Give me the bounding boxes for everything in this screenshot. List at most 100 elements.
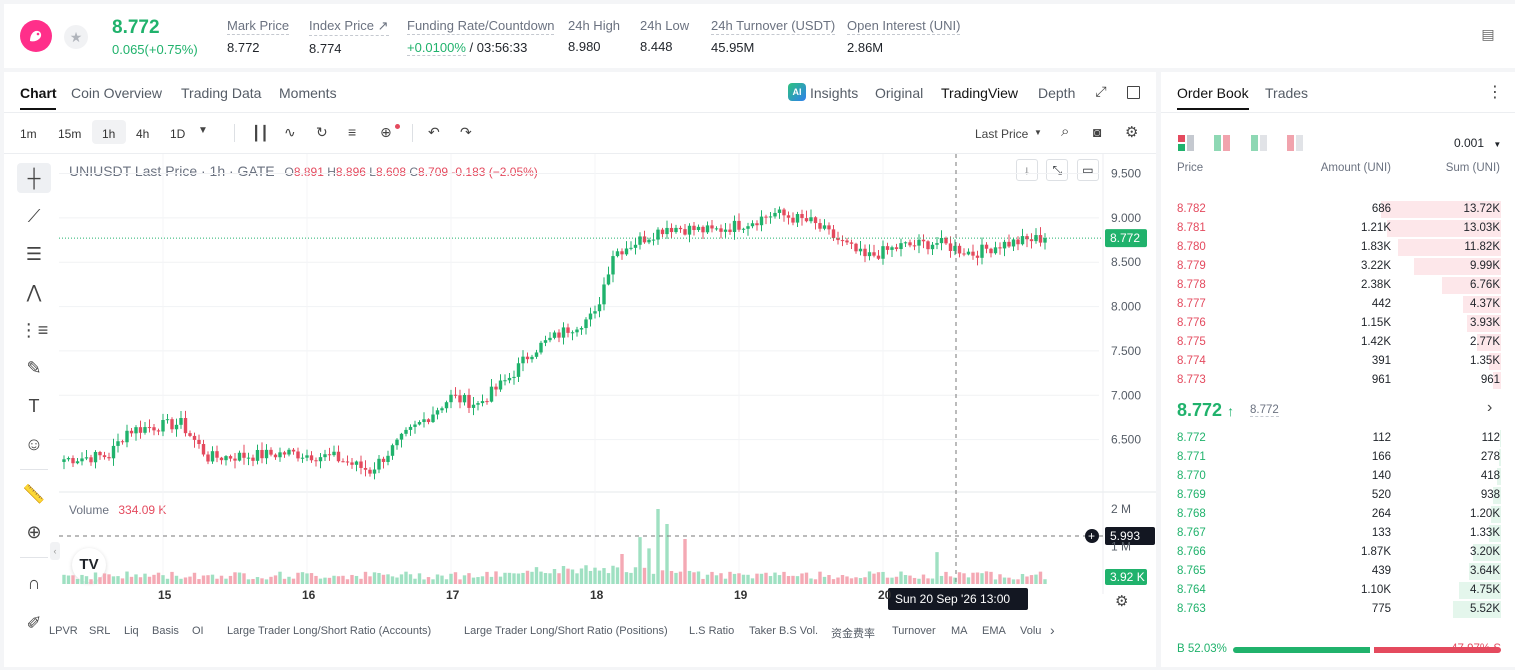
crosshair-icon[interactable]: ┼: [17, 163, 51, 193]
indicator-ls-ratio[interactable]: L.S Ratio: [689, 625, 735, 637]
volume-bar: [111, 576, 116, 584]
layout-bids-icon[interactable]: [1251, 135, 1267, 151]
view-insights[interactable]: Insights: [810, 85, 859, 101]
indicator-oi[interactable]: OI: [192, 625, 204, 637]
ob-last-price[interactable]: 8.772 ↑: [1177, 400, 1234, 421]
add-alert-icon[interactable]: ⊕: [380, 124, 392, 140]
undo-icon[interactable]: ↶: [428, 124, 440, 140]
ask-row[interactable]: 8.774 391 1.35K: [1161, 352, 1515, 371]
pencil-lock-icon[interactable]: ✐: [26, 612, 42, 633]
tab-chart[interactable]: Chart: [20, 85, 57, 101]
brush-icon[interactable]: ✎: [26, 357, 42, 378]
book-icon[interactable]: ▤: [1481, 26, 1495, 42]
magnet-icon[interactable]: ∩: [27, 572, 41, 593]
replay-icon[interactable]: ↻: [316, 124, 328, 140]
text-icon[interactable]: T: [28, 395, 40, 416]
bid-row[interactable]: 8.767 133 1.33K: [1161, 524, 1515, 543]
zoom-in-icon[interactable]: ⊕: [26, 521, 42, 542]
bid-row[interactable]: 8.769 520 938: [1161, 486, 1515, 505]
candle-body: [638, 236, 642, 245]
indicator-ma[interactable]: MA: [951, 625, 968, 637]
interval-15m[interactable]: 15m: [58, 127, 82, 141]
indicator-turnover[interactable]: Turnover: [892, 625, 936, 637]
collapse-icon[interactable]: ⤡: [1046, 159, 1069, 181]
chevron-right-icon[interactable]: ›: [1050, 622, 1055, 638]
more-icon[interactable]: ⋮: [1487, 84, 1503, 101]
indicator-liq[interactable]: Liq: [124, 625, 139, 637]
indicator-taker-vol[interactable]: Taker B.S Vol.: [749, 625, 819, 637]
tab-order-book[interactable]: Order Book: [1177, 85, 1249, 101]
bid-row[interactable]: 8.763 775 5.52K: [1161, 600, 1515, 619]
bid-row[interactable]: 8.770 140 418: [1161, 467, 1515, 486]
candlestick-chart[interactable]: 8.772 5.993 + Sun 20 Sep '26 13:00 3.92 K ⚙ 9…: [59, 154, 1156, 634]
ruler-icon[interactable]: 📏: [22, 483, 46, 504]
templates-icon[interactable]: ≡: [348, 124, 357, 140]
indicator-lt-accounts[interactable]: Large Trader Long/Short Ratio (Accounts): [227, 625, 432, 637]
tab-trades[interactable]: Trades: [1265, 85, 1309, 101]
chevron-right-icon[interactable]: ›: [1487, 399, 1493, 416]
search-icon[interactable]: ⌕: [1061, 123, 1070, 140]
bid-row[interactable]: 8.766 1.87K 3.20K: [1161, 543, 1515, 562]
interval-1d[interactable]: 1D: [170, 127, 186, 141]
scroll-down-icon[interactable]: ↓: [1016, 159, 1038, 181]
layout-split-icon[interactable]: [1214, 135, 1230, 151]
bid-row[interactable]: 8.768 264 1.20K: [1161, 505, 1515, 524]
view-tradingview[interactable]: TradingView: [941, 85, 1019, 101]
ask-row[interactable]: 8.775 1.42K 2.77K: [1161, 333, 1515, 352]
precision-select[interactable]: 0.001 ▼: [1454, 136, 1501, 150]
indicator-lt-positions[interactable]: Large Trader Long/Short Ratio (Positions…: [464, 625, 668, 637]
favorite-star-icon[interactable]: ★: [64, 25, 88, 49]
interval-1h[interactable]: 1h: [102, 127, 116, 141]
ask-row[interactable]: 8.782 686 13.72K: [1161, 200, 1515, 219]
interval-1m[interactable]: 1m: [20, 127, 37, 141]
tab-coin-overview[interactable]: Coin Overview: [71, 85, 163, 101]
tabs-divider: [1161, 112, 1515, 113]
indicator-volume[interactable]: Volu: [1020, 625, 1042, 637]
tab-trading-data[interactable]: Trading Data: [181, 85, 262, 101]
indicator-srl[interactable]: SRL: [89, 625, 111, 637]
fib-icon[interactable]: ⋮≡: [19, 319, 49, 340]
indicator-lpvr[interactable]: LPVR: [49, 625, 78, 637]
layout-both-icon[interactable]: [1178, 135, 1194, 151]
ask-row[interactable]: 8.780 1.83K 11.82K: [1161, 238, 1515, 257]
ask-row[interactable]: 8.778 2.38K 6.76K: [1161, 276, 1515, 295]
ask-row[interactable]: 8.781 1.21K 13.03K: [1161, 219, 1515, 238]
horizontal-lines-icon[interactable]: ☰: [25, 243, 43, 264]
price-source-select[interactable]: Last Price: [975, 127, 1029, 141]
gear-icon[interactable]: ⚙: [1125, 124, 1139, 141]
collapse-toolbar-icon[interactable]: ‹: [50, 542, 60, 560]
indicator-basis[interactable]: Basis: [152, 625, 179, 637]
chevron-down-icon[interactable]: ▼: [198, 125, 208, 136]
view-depth[interactable]: Depth: [1038, 85, 1076, 101]
bid-row[interactable]: 8.764 1.10K 4.75K: [1161, 581, 1515, 600]
trend-line-icon[interactable]: ⟋: [27, 205, 41, 226]
view-original[interactable]: Original: [875, 85, 924, 101]
stat-index-price[interactable]: Index Price ↗ 8.774: [309, 18, 389, 56]
candle-body: [327, 454, 332, 456]
candlestick-type-icon[interactable]: ┃┃: [252, 125, 269, 141]
redo-icon[interactable]: ↷: [460, 124, 472, 140]
interval-4h[interactable]: 4h: [136, 127, 150, 141]
candle-body: [458, 395, 462, 403]
interval-1h-active[interactable]: [92, 120, 126, 144]
layout-asks-icon[interactable]: [1287, 135, 1303, 151]
indicator-ema[interactable]: EMA: [982, 625, 1006, 637]
bid-row[interactable]: 8.771 166 278: [1161, 448, 1515, 467]
camera-icon[interactable]: ◙: [1093, 124, 1102, 140]
pattern-icon[interactable]: ⋀: [26, 281, 42, 302]
tab-moments[interactable]: Moments: [279, 85, 337, 101]
fullscreen-icon[interactable]: [1127, 86, 1140, 99]
indicator-funding-rate[interactable]: 资金费率: [831, 628, 875, 640]
chevron-down-icon[interactable]: ▼: [1034, 128, 1042, 137]
indicators-icon[interactable]: ∿: [284, 124, 296, 140]
ask-row[interactable]: 8.773 961 961: [1161, 371, 1515, 390]
expand-icon[interactable]: ⤢: [1095, 83, 1107, 99]
bid-depth-bar: [1469, 563, 1501, 580]
ask-row[interactable]: 8.776 1.15K 3.93K: [1161, 314, 1515, 333]
ask-row[interactable]: 8.777 442 4.37K: [1161, 295, 1515, 314]
bid-row[interactable]: 8.772 112 112: [1161, 429, 1515, 448]
ask-row[interactable]: 8.779 3.22K 9.99K: [1161, 257, 1515, 276]
toggle-panel-icon[interactable]: ▭: [1076, 159, 1099, 181]
emoji-icon[interactable]: ☺: [24, 433, 44, 454]
bid-row[interactable]: 8.765 439 3.64K: [1161, 562, 1515, 581]
